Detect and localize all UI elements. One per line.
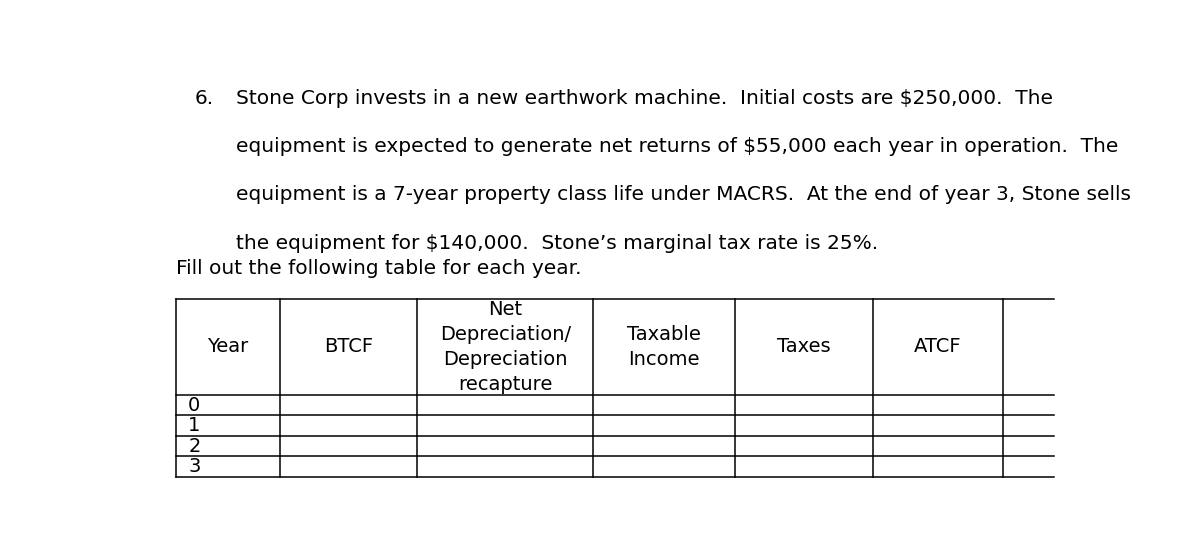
Text: Taxes: Taxes — [778, 337, 832, 357]
Text: 2: 2 — [188, 436, 200, 455]
Text: the equipment for $140,000.  Stone’s marginal tax rate is 25%.: the equipment for $140,000. Stone’s marg… — [235, 234, 877, 253]
Text: 1: 1 — [188, 416, 200, 435]
Text: ATCF: ATCF — [914, 337, 962, 357]
Text: equipment is expected to generate net returns of $55,000 each year in operation.: equipment is expected to generate net re… — [235, 137, 1118, 156]
Text: 6.: 6. — [194, 88, 214, 108]
Text: BTCF: BTCF — [324, 337, 373, 357]
Text: Year: Year — [208, 337, 248, 357]
Text: Taxable
Income: Taxable Income — [628, 325, 701, 369]
Text: Fill out the following table for each year.: Fill out the following table for each ye… — [176, 259, 582, 278]
Text: Stone Corp invests in a new earthwork machine.  Initial costs are $250,000.  The: Stone Corp invests in a new earthwork ma… — [235, 88, 1052, 108]
Text: 3: 3 — [188, 457, 200, 476]
Text: Net
Depreciation/
Depreciation
recapture: Net Depreciation/ Depreciation recapture — [439, 300, 571, 394]
Text: 0: 0 — [188, 396, 200, 414]
Text: equipment is a 7-year property class life under MACRS.  At the end of year 3, St: equipment is a 7-year property class lif… — [235, 185, 1130, 204]
